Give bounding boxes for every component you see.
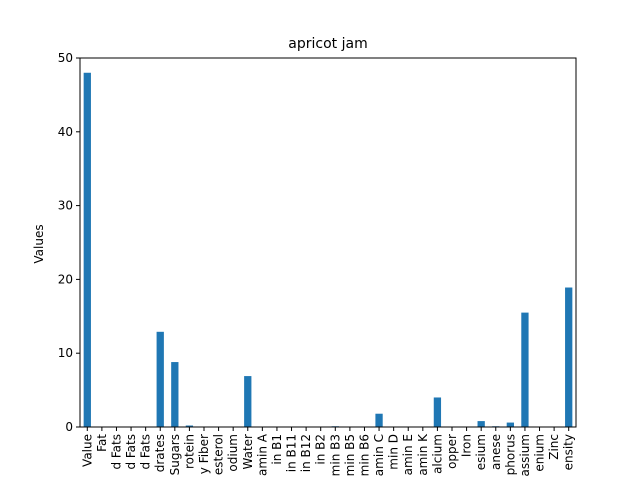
chart-title: apricot jam [288, 36, 367, 52]
x-tick-label-27: esium [474, 434, 488, 470]
bar-6 [171, 362, 179, 427]
x-tick-label-22: amin E [401, 434, 415, 475]
x-tick-label-18: min B5 [343, 434, 357, 476]
x-tick-label-29: phorus [503, 434, 517, 475]
bar-0 [83, 72, 91, 427]
x-tick-label-5: drates [153, 434, 167, 472]
bar-33 [565, 287, 573, 427]
x-tick-label-20: amin C [372, 434, 386, 476]
y-tick-label-3: 30 [58, 199, 73, 213]
bar-11 [244, 376, 252, 427]
bar-27 [477, 421, 485, 427]
x-ticks-group: Value Fat d Fats d Fats d Fats drates Sugars ro… [80, 427, 576, 477]
x-tick-label-14: in B11 [285, 434, 299, 472]
x-tick-label-2: d Fats [109, 434, 123, 470]
y-tick-label-1: 10 [58, 346, 73, 360]
y-tick-label-0: 0 [65, 420, 73, 434]
y-tick-label-2: 20 [58, 272, 73, 286]
y-tick-label-4: 40 [58, 125, 73, 139]
bar-5 [156, 331, 164, 427]
x-tick-label-26: Iron [460, 434, 474, 457]
x-tick-label-6: Sugars [168, 434, 182, 475]
x-tick-label-17: min B3 [328, 434, 342, 476]
bar-24 [433, 397, 442, 427]
x-tick-label-25: opper [445, 434, 459, 469]
x-tick-label-1: Fat [95, 434, 109, 452]
x-tick-label-30: assium [518, 434, 532, 477]
x-tick-label-21: min D [387, 434, 401, 470]
x-tick-label-32: Zinc [547, 434, 561, 460]
x-tick-label-12: amin A [255, 433, 269, 476]
bar-20 [375, 413, 383, 427]
x-tick-label-28: anese [489, 434, 503, 470]
y-ticks-group: 0 10 20 30 40 50 [58, 51, 80, 434]
x-tick-label-7: rotein [182, 434, 196, 469]
x-tick-label-11: Water [241, 434, 255, 470]
y-tick-label-5: 50 [58, 51, 73, 65]
x-tick-label-9: esterol [212, 434, 226, 475]
x-tick-label-4: d Fats [139, 434, 153, 470]
plot-frame [79, 57, 577, 428]
x-tick-label-13: in B1 [270, 434, 284, 465]
x-tick-label-31: enium [533, 434, 547, 472]
x-tick-label-24: alcium [430, 434, 444, 474]
x-tick-label-23: amin K [416, 433, 430, 476]
bar-29 [506, 422, 514, 427]
y-axis-label: Values [32, 224, 46, 263]
x-tick-label-33: ensity [562, 434, 576, 470]
bars-group [83, 72, 573, 427]
bar-7 [185, 425, 194, 427]
x-tick-label-8: y Fiber [197, 434, 211, 474]
x-tick-label-0: Value [80, 434, 94, 467]
x-tick-label-16: in B2 [314, 434, 328, 465]
x-tick-label-15: in B12 [299, 434, 313, 472]
x-tick-label-10: odium [226, 434, 240, 472]
bar-30 [521, 312, 529, 427]
x-tick-label-3: d Fats [124, 434, 138, 470]
x-tick-label-19: min B6 [357, 434, 371, 476]
